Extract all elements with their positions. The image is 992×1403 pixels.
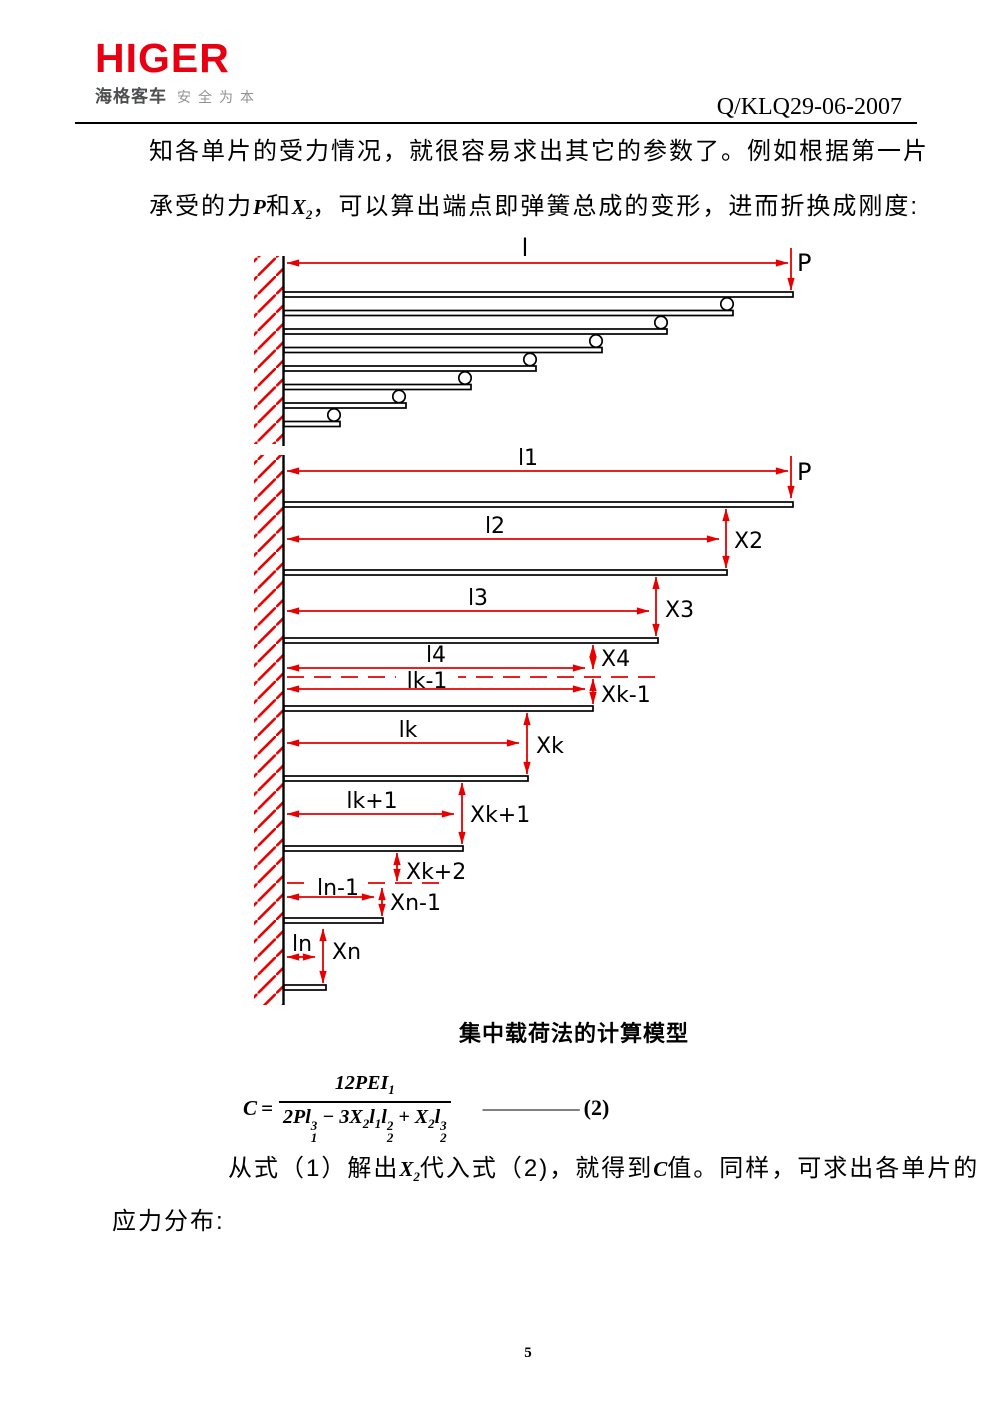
leaf-bar — [283, 383, 472, 391]
leaf-bar-1 — [283, 501, 794, 508]
wall-hatching-upper — [254, 256, 283, 444]
force-label-P-upper: P — [797, 249, 811, 277]
diagram-upper-leaf-stack: l P — [254, 234, 811, 446]
intro-line-1: 知各单片的受力情况，就很容易求出其它的参数了。例如根据第一片 — [149, 138, 929, 165]
force-label-Xk+1: Xk+1 — [470, 803, 530, 828]
dimension-l-upper — [286, 248, 795, 291]
formula-fraction: 12PEI1 2Pl 3 1 − 3X2l1l 2 2 + X2l 3 2 — [278, 1072, 451, 1146]
roller-circle — [588, 333, 604, 349]
roller-circle — [719, 296, 735, 312]
fraction-numerator: 12PEI1 — [278, 1072, 451, 1103]
logo-subline: 海格客车 安全为本 — [95, 82, 261, 107]
force-label-Xk: Xk — [536, 734, 564, 759]
formula-lhs: C — [243, 1095, 258, 1120]
variable-P: P — [253, 195, 266, 219]
roller-circle — [653, 315, 669, 330]
body2-line-2: 应力分布: — [112, 1208, 225, 1235]
logo-tagline: 安全为本 — [177, 89, 261, 105]
leaf-bar-k+1 — [283, 845, 464, 852]
variable-X2: X2 — [291, 195, 313, 223]
leaf-bar-2 — [283, 569, 728, 576]
figure-caption: 集中载荷法的计算模型 — [458, 1021, 689, 1046]
dim-label-l3: l3 — [468, 586, 488, 611]
logo-brand-text: HIGER — [95, 35, 230, 81]
roller-circle — [391, 389, 407, 404]
logo-chinese-name: 海格客车 — [95, 87, 167, 106]
label-backing-ln-1 — [308, 875, 368, 892]
leaf-bar — [283, 291, 794, 298]
force-label-X3: X3 — [665, 598, 694, 623]
formula-leader-dash: ————— — [482, 1095, 580, 1120]
force-label-Xk-1: Xk-1 — [601, 683, 651, 708]
dim-label-l2: l2 — [485, 514, 505, 539]
body2-seg3: 值。同样，可求出各单片的 — [667, 1155, 980, 1182]
leaf-bar-k-1 — [283, 705, 594, 712]
page-number: 5 — [524, 1345, 532, 1361]
label-backing-lk-1 — [396, 669, 458, 686]
variable-X2-body2: X2 — [399, 1157, 420, 1185]
dimension-lines-lower — [286, 456, 795, 984]
equals-sign: = — [261, 1095, 273, 1120]
leaf-bar — [283, 328, 668, 335]
leaf-bar-n — [283, 984, 327, 991]
roller-circle — [326, 407, 342, 423]
leaf-bar — [283, 365, 537, 372]
equation-number: (2) — [583, 1095, 610, 1121]
dim-label-l4: l4 — [426, 643, 446, 668]
leaf-bar — [283, 309, 734, 317]
leaf-bar-n-1 — [283, 917, 384, 924]
leaf-bars-upper — [283, 291, 794, 428]
force-label-P-lower: P — [797, 458, 811, 486]
leaf-bar-3 — [283, 637, 659, 644]
body2-seg1: 从式（1）解出 — [228, 1155, 400, 1182]
force-label-Xn-1: Xn-1 — [390, 891, 441, 916]
dim-label-ln-1: ln-1 — [317, 876, 359, 901]
force-label-X2: X2 — [734, 529, 763, 554]
fraction-denominator: 2Pl 3 1 − 3X2l1l 2 2 + X2l 3 2 — [282, 1106, 447, 1146]
force-label-Xk+2: Xk+2 — [406, 860, 466, 885]
wall-hatching-lower — [254, 455, 283, 1005]
leaf-bars-lower — [283, 501, 794, 991]
stiffness-formula: C = 12PEI1 2Pl 3 1 − 3X2l1l 2 2 + X2l 3 2 ————… — [243, 1072, 609, 1145]
header-rule — [75, 122, 917, 125]
body2-line-1: 从式（1）解出X2代入式（2)，就得到C值。同样，可求出各单片的 — [228, 1155, 979, 1185]
intro-line2-seg1: 承受的力 — [149, 193, 253, 220]
roller-circle — [522, 352, 538, 367]
intro-line-2: 承受的力P和X2，可以算出端点即弹簧总成的变形，进而折换成刚度: — [149, 193, 919, 223]
leaf-bar — [283, 402, 407, 409]
dim-label-lk+1: lk+1 — [346, 789, 397, 814]
dim-label-ln: ln — [292, 932, 312, 957]
diagram-lower-load-model: l1 P X2 l2 X3 l3 X4 l4 lk-1 Xk-1 lk Xk l… — [254, 446, 811, 1005]
force-label-X4: X4 — [601, 647, 630, 672]
variable-C: C — [653, 1157, 668, 1181]
diagram-lower-labels: l1 P X2 l2 X3 l3 X4 l4 lk-1 Xk-1 lk Xk l… — [292, 446, 812, 965]
intro-line2-seg3: ，可以算出端点即弹簧总成的变形，进而折换成刚度: — [312, 193, 920, 220]
body2-seg2: 代入式（2)，就得到 — [419, 1155, 654, 1182]
leaf-bar — [283, 420, 341, 428]
dim-label-l1: l1 — [518, 446, 538, 471]
force-label-Xn: Xn — [332, 940, 361, 965]
roller-circle — [457, 370, 473, 386]
higer-logo: HIGER 海格客车 安全为本 — [95, 38, 261, 107]
dim-label-lk-1: lk-1 — [407, 669, 448, 694]
dim-label-lk: lk — [399, 718, 418, 743]
leaf-bar — [283, 346, 603, 354]
document-number: Q/KLQ29-06-2007 — [716, 94, 902, 120]
dim-label-l: l — [522, 234, 529, 262]
leaf-bar-k — [283, 775, 529, 782]
intro-line2-seg2: 和 — [265, 193, 292, 220]
tip-rollers — [326, 296, 735, 423]
